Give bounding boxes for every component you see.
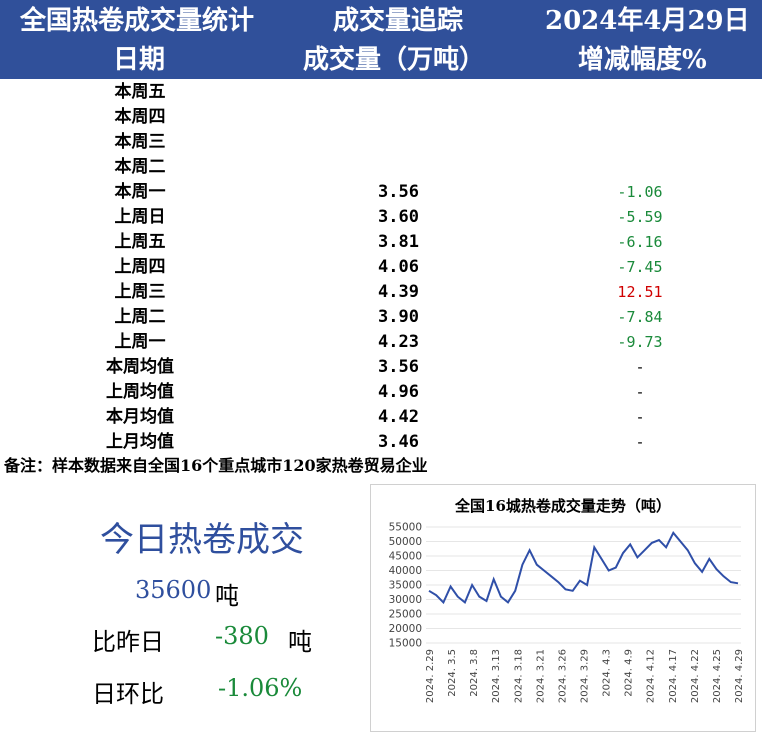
y-tick-label: 15000 xyxy=(389,638,422,650)
x-tick-label: 2024. 3.26 xyxy=(557,649,568,703)
row-change: -7.45 xyxy=(617,258,663,276)
row-change: - xyxy=(635,433,645,451)
trend-chart: 15000 20000 25000 30000 35000 40000 45000 50000… xyxy=(389,522,745,704)
x-tick-label: 2024. 4.29 xyxy=(734,649,745,703)
table-row: 本周二 xyxy=(0,155,762,180)
row-date: 本周四 xyxy=(114,107,166,127)
day-ratio-value: -1.06% xyxy=(218,674,303,702)
table-row: 上周三 4.39 12.51 xyxy=(0,280,762,305)
row-volume: 4.96 xyxy=(378,382,419,402)
table-row: 上周二 3.90 -7.84 xyxy=(0,305,762,330)
row-change: - xyxy=(635,408,645,426)
y-tick-label: 40000 xyxy=(389,565,422,577)
row-volume: 3.81 xyxy=(378,232,419,252)
y-tick-label: 45000 xyxy=(389,551,422,563)
row-date: 上周五 xyxy=(114,232,166,252)
vs-yesterday-unit: 吨 xyxy=(288,628,312,656)
summary-volume-unit: 吨 xyxy=(215,582,239,610)
x-tick-label: 2024. 4.25 xyxy=(712,649,723,703)
table-row: 上周日 3.60 -5.59 xyxy=(0,205,762,230)
row-date: 上月均值 xyxy=(106,432,174,452)
table-row: 本周三 xyxy=(0,130,762,155)
x-tick-label: 2024. 2.29 xyxy=(425,649,436,703)
x-tick-label: 2024. 4.17 xyxy=(668,649,679,703)
header-row-1: 全国热卷成交量统计 成交量追踪 2024年4月29日 xyxy=(0,0,762,38)
y-tick-label: 55000 xyxy=(389,522,422,534)
summary-panel: 今日热卷成交 35600 吨 比昨日 -380 吨 日环比 -1.06% xyxy=(10,484,355,730)
row-date: 本周均值 xyxy=(106,357,174,377)
header-volume-col: 成交量（万吨） xyxy=(303,45,486,75)
header-title: 全国热卷成交量统计 xyxy=(20,6,255,36)
row-date: 本周一 xyxy=(114,182,166,202)
row-volume: 3.46 xyxy=(378,432,419,452)
header-change-col: 增减幅度% xyxy=(578,45,707,75)
header-date: 2024年4月29日 xyxy=(545,6,750,36)
row-volume: 3.60 xyxy=(378,207,419,227)
y-tick-label: 35000 xyxy=(389,580,422,592)
table-row: 本周四 xyxy=(0,105,762,130)
table-row: 本月均值 4.42 - xyxy=(0,405,762,430)
row-change: - xyxy=(635,383,645,401)
row-volume: 3.56 xyxy=(378,357,419,377)
summary-volume: 35600 xyxy=(135,576,212,604)
table-row: 上周四 4.06 -7.45 xyxy=(0,255,762,280)
x-tick-label: 2024. 3.29 xyxy=(580,649,591,703)
y-tick-label: 20000 xyxy=(389,623,422,635)
trend-chart-panel: 全国16城热卷成交量走势（吨） 15000 20000 25000 30000 3500… xyxy=(370,484,756,732)
x-tick-label: 2024. 3.21 xyxy=(535,649,546,703)
chart-title: 全国16城热卷成交量走势（吨） xyxy=(455,497,671,515)
day-ratio-label: 日环比 xyxy=(92,680,164,708)
header-row-2: 日期 成交量（万吨） 增减幅度% xyxy=(0,38,762,79)
x-tick-label: 2024. 4.22 xyxy=(690,649,701,703)
vs-yesterday-value: -380 xyxy=(215,622,269,650)
row-volume: 3.90 xyxy=(378,307,419,327)
table-row: 上月均值 3.46 - xyxy=(0,430,762,455)
vs-yesterday-label: 比昨日 xyxy=(92,628,164,656)
header-date-col: 日期 xyxy=(113,45,166,75)
header-tracking: 成交量追踪 xyxy=(333,6,464,36)
x-tick-label: 2024. 3.18 xyxy=(513,649,524,703)
row-volume: 4.23 xyxy=(378,332,419,352)
row-volume: 4.42 xyxy=(378,407,419,427)
row-change: -9.73 xyxy=(617,333,663,351)
series-line xyxy=(428,530,739,605)
table-row: 本周一 3.56 -1.06 xyxy=(0,180,762,205)
row-change: -1.06 xyxy=(617,183,663,201)
x-tick-label: 2024. 4.12 xyxy=(646,649,657,703)
x-tick-label: 2024. 4.3 xyxy=(602,649,613,697)
summary-title: 今日热卷成交 xyxy=(100,520,304,560)
x-tick-label: 2024. 4.9 xyxy=(624,649,635,697)
row-change: -7.84 xyxy=(617,308,663,326)
table-row: 上周一 4.23 -9.73 xyxy=(0,330,762,355)
row-change: - xyxy=(635,358,645,376)
x-tick-label: 2024. 3.13 xyxy=(491,649,502,703)
row-date: 上周二 xyxy=(114,307,166,327)
row-date: 上周四 xyxy=(114,257,166,277)
row-date: 上周三 xyxy=(114,282,166,302)
row-date: 上周均值 xyxy=(106,382,174,402)
row-date: 本周二 xyxy=(114,157,166,177)
row-date: 本周三 xyxy=(114,132,166,152)
footnote: 备注：样本数据来自全国16个重点城市120家热卷贸易企业 xyxy=(4,456,428,475)
row-date: 本月均值 xyxy=(106,407,174,427)
table-row: 本周均值 3.56 - xyxy=(0,355,762,380)
table-row: 本周五 xyxy=(0,80,762,105)
y-tick-label: 50000 xyxy=(389,536,422,548)
table-row: 上周均值 4.96 - xyxy=(0,380,762,405)
row-change: -5.59 xyxy=(617,208,663,226)
row-date: 本周五 xyxy=(114,82,166,102)
table-row: 上周五 3.81 -6.16 xyxy=(0,230,762,255)
row-volume: 4.06 xyxy=(378,257,419,277)
y-tick-label: 25000 xyxy=(389,609,422,621)
row-change: 12.51 xyxy=(617,283,663,301)
row-volume: 3.56 xyxy=(378,182,419,202)
y-tick-label: 30000 xyxy=(389,594,422,606)
x-tick-label: 2024. 3.8 xyxy=(469,649,480,697)
row-change: -6.16 xyxy=(617,233,663,251)
row-date: 上周日 xyxy=(114,207,166,227)
row-volume: 4.39 xyxy=(378,282,419,302)
row-date: 上周一 xyxy=(114,332,166,352)
x-tick-label: 2024. 3.5 xyxy=(447,649,458,697)
